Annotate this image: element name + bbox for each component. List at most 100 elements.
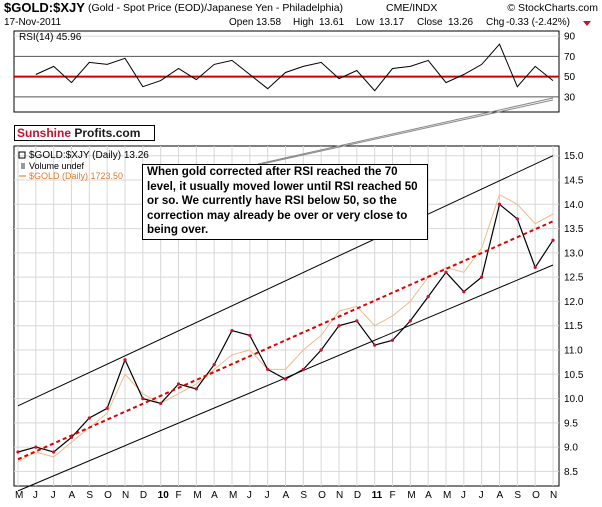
x-tick-label: D — [354, 490, 361, 501]
x-tick-label: M — [407, 490, 415, 501]
price-point — [390, 338, 395, 342]
price-point — [444, 270, 448, 274]
watermark: © StockCharts.com — [507, 2, 598, 14]
high-value: 13.61 — [319, 17, 344, 28]
price-point — [497, 202, 502, 206]
x-tick-label: A — [283, 490, 290, 501]
price-point — [230, 328, 234, 333]
rsi-y-axis: 90 70 50 30 — [564, 32, 576, 104]
price-point — [551, 238, 555, 242]
down-arrow-icon — [583, 21, 591, 26]
price-point — [462, 290, 466, 294]
rsi-tick-label: 50 — [564, 72, 576, 83]
x-tick-label: J — [33, 490, 38, 501]
rsi-panel — [13, 30, 560, 113]
connector-line — [261, 99, 554, 165]
logo-sunshine: Sunshine — [17, 126, 72, 140]
chart-date: 17-Nov-2011 — [4, 17, 62, 28]
chg-value: -0.33 (-2.42%) — [506, 17, 570, 28]
open-value: 13.58 — [256, 17, 281, 28]
open-label: Open — [229, 17, 253, 28]
x-tick-label: S — [300, 490, 307, 501]
high-label: High — [293, 17, 314, 28]
low-label: Low — [356, 17, 375, 28]
rsi-title: RSI(14) 45.96 — [19, 32, 82, 43]
logo-profits: Profits.com — [71, 126, 141, 140]
price-tick-label: 10.0 — [564, 394, 584, 405]
price-tick-label: 8.5 — [564, 467, 578, 478]
x-tick-label: A — [497, 490, 504, 501]
price-point — [34, 445, 38, 449]
price-point — [301, 367, 305, 372]
x-tick-label: N — [122, 490, 129, 501]
price-point — [426, 294, 430, 299]
price-point — [515, 217, 519, 221]
price-point — [212, 362, 216, 367]
x-tick-label: O — [104, 490, 112, 501]
legend-volume: Volume undef — [29, 161, 85, 171]
low-value: 13.17 — [379, 17, 404, 28]
price-tick-label: 11.0 — [564, 346, 583, 357]
annotation-box: When gold corrected after RSI reached th… — [142, 164, 428, 240]
x-tick-label: M — [193, 490, 201, 501]
price-tick-label: 10.5 — [564, 370, 584, 381]
x-tick-label: M — [15, 490, 23, 501]
x-tick-label: J — [479, 490, 484, 501]
rsi-grid — [14, 35, 559, 98]
sunshine-profits-logo: Sunshine Profits.com — [14, 125, 155, 141]
gold-usd-line — [17, 193, 554, 463]
price-tick-label: 14.5 — [564, 176, 584, 187]
x-tick-label: J — [265, 490, 270, 501]
chart-description: (Gold - Spot Price (EOD)/Japanese Yen - … — [88, 2, 343, 14]
connector-line — [257, 97, 554, 165]
price-point — [373, 343, 377, 347]
x-tick-label: A — [211, 490, 218, 501]
x-tick-label: F — [176, 490, 182, 501]
x-tick-label: O — [318, 490, 326, 501]
price-point — [123, 358, 127, 362]
price-tick-label: 15.0 — [564, 151, 584, 162]
price-tick-label: 11.5 — [564, 321, 583, 332]
price-point — [408, 319, 412, 323]
x-tick-label: N — [550, 490, 557, 501]
x-tick-label: J — [51, 490, 56, 501]
x-tick-label: M — [229, 490, 237, 501]
price-point — [159, 401, 163, 406]
channel-upper-line — [17, 155, 554, 407]
x-tick-label: O — [532, 490, 540, 501]
price-grid — [14, 146, 559, 486]
price-tick-label: 9.0 — [564, 443, 578, 454]
price-points — [16, 202, 555, 454]
price-point — [176, 382, 181, 386]
price-y-axis: 15.0 14.5 14.0 13.5 13.0 12.5 12.0 11.5 11.0 10.5… — [564, 151, 584, 478]
price-point — [194, 387, 198, 391]
price-tick-label: 9.5 — [564, 418, 578, 429]
price-point — [105, 406, 109, 410]
price-point — [248, 333, 252, 338]
legend-price: $GOLD:$XJY (Daily) 13.26 — [29, 150, 149, 161]
rsi-tick-label: 30 — [564, 92, 576, 103]
price-point — [52, 450, 56, 454]
x-tick-label: D — [140, 490, 147, 501]
price-point — [355, 319, 359, 323]
legend-price-marker — [18, 151, 26, 159]
chg-label: Chg — [486, 17, 504, 28]
price-tick-label: 14.0 — [564, 200, 584, 211]
close-label: Close — [417, 17, 443, 28]
x-tick-label: 11 — [372, 490, 383, 501]
x-tick-label: S — [86, 490, 93, 501]
legend-gold: $GOLD (Daily) 1723.50 — [29, 171, 123, 181]
price-point — [283, 377, 288, 381]
x-tick-label: F — [390, 490, 396, 501]
chart-symbol: $GOLD:$XJY — [4, 0, 85, 15]
price-point — [533, 265, 537, 270]
x-tick-label: 10 — [158, 490, 170, 501]
price-point — [319, 348, 323, 352]
price-tick-label: 13.5 — [564, 224, 584, 235]
price-tick-label: 12.5 — [564, 273, 584, 284]
close-value: 13.26 — [448, 17, 473, 28]
x-tick-label: N — [336, 490, 343, 501]
x-tick-label: J — [461, 490, 466, 501]
